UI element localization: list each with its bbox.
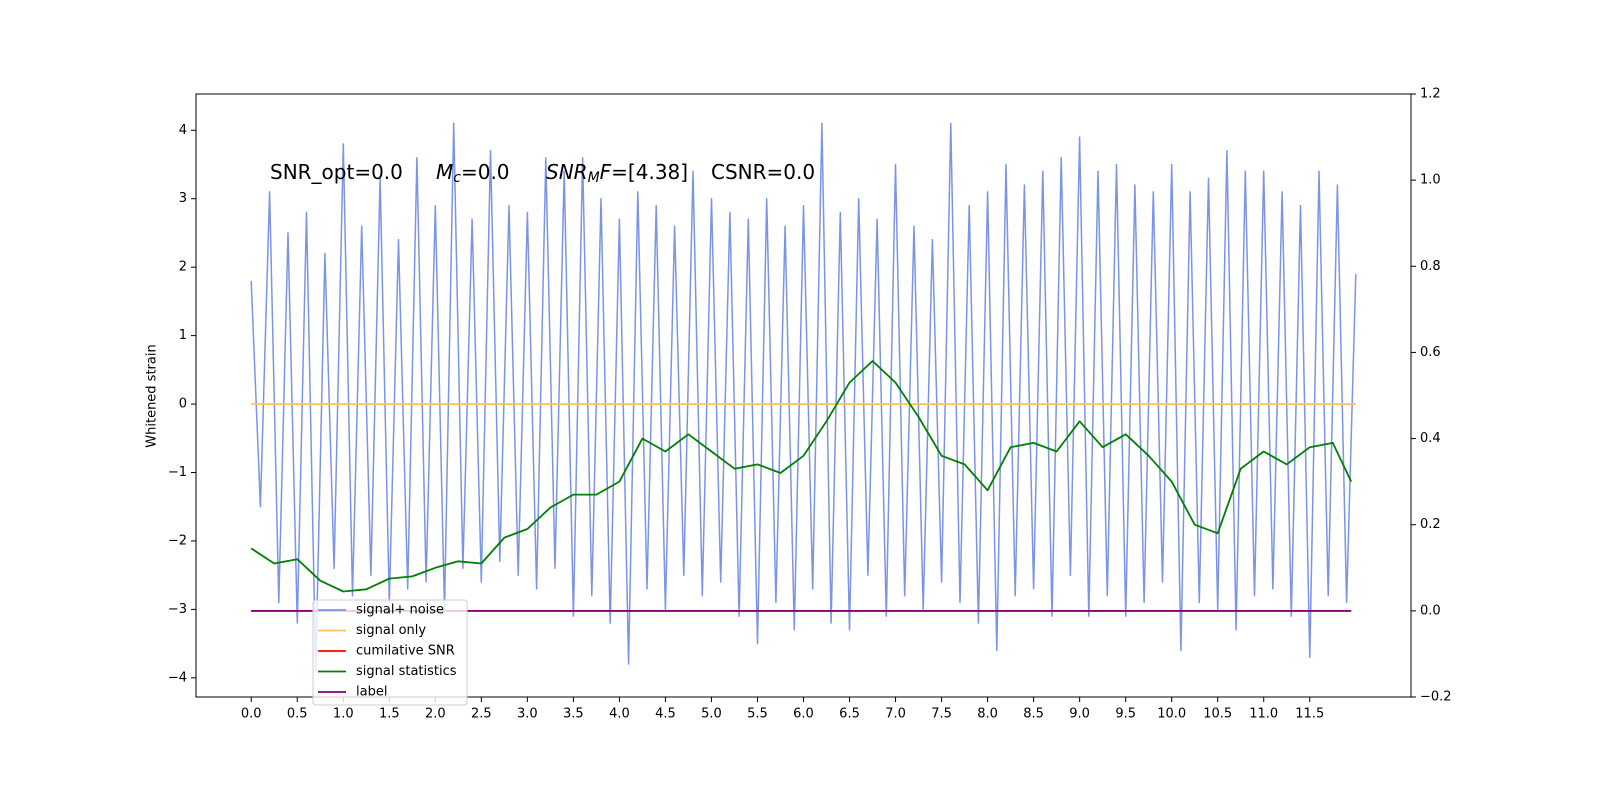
legend-box (312, 599, 468, 706)
legend-label: label (356, 685, 387, 700)
y2-tick-label: 1.2 (1420, 87, 1441, 102)
x-tick-label: 10.0 (1157, 707, 1186, 722)
y-tick-label: 2 (179, 260, 187, 275)
annotation: SNRMF=[4.38] (546, 160, 688, 187)
y-tick-label: 3 (179, 191, 187, 206)
y-tick-label: 1 (179, 328, 187, 343)
y2-tick-label: 0.4 (1420, 431, 1441, 446)
x-tick-label: 11.0 (1249, 707, 1278, 722)
annotation-part: M (436, 160, 453, 184)
annotation-part: M (588, 170, 600, 186)
y-tick-label: −3 (168, 602, 187, 617)
y-axis-label: Whitened strain (145, 344, 160, 447)
annotation-part: CSNR=0.0 (711, 160, 815, 184)
annotation-part: F (600, 160, 612, 184)
x-tick-label: 6.5 (839, 707, 860, 722)
x-tick-label: 6.0 (793, 707, 814, 722)
annotation-part: c (453, 170, 461, 186)
x-tick-label: 7.5 (931, 707, 952, 722)
annotation-part: =0.0 (461, 160, 510, 184)
y2-tick-label: 1.0 (1420, 173, 1441, 188)
annotation: Mc=0.0 (436, 160, 510, 187)
x-tick-label: 5.5 (747, 707, 768, 722)
x-tick-label: 3.5 (563, 707, 584, 722)
x-tick-label: 5.0 (701, 707, 722, 722)
x-tick-label: 2.0 (425, 707, 446, 722)
annotation: CSNR=0.0 (711, 160, 815, 184)
x-tick-label: 9.0 (1069, 707, 1090, 722)
annotation: SNR_opt=0.0 (270, 160, 403, 184)
y2-tick-label: 0.0 (1420, 603, 1441, 618)
y-tick-label: −1 (168, 465, 187, 480)
series-line (250, 360, 1353, 593)
legend-label: signal statistics (356, 664, 457, 679)
x-tick-label: 0.5 (287, 707, 308, 722)
y2-tick-label: −0.2 (1420, 690, 1452, 705)
series-line (250, 122, 1357, 672)
x-tick-label: 4.5 (655, 707, 676, 722)
x-tick-label: 11.5 (1295, 707, 1324, 722)
y-tick-label: 4 (179, 123, 187, 138)
x-tick-label: 0.0 (241, 707, 262, 722)
x-tick-label: 10.5 (1203, 707, 1232, 722)
annotation-part: SNR_opt=0.0 (270, 160, 403, 184)
x-tick-label: 1.0 (333, 707, 354, 722)
y2-tick-label: 0.8 (1420, 259, 1441, 274)
y-tick-label: −4 (168, 670, 187, 685)
x-tick-label: 4.0 (609, 707, 630, 722)
x-tick-label: 8.0 (977, 707, 998, 722)
y2-tick-label: 0.6 (1420, 345, 1441, 360)
legend-label: cumilative SNR (356, 644, 455, 659)
y2-tick-label: 0.2 (1420, 517, 1441, 532)
x-tick-label: 7.0 (885, 707, 906, 722)
x-tick-label: 8.5 (1023, 707, 1044, 722)
x-tick-label: 2.5 (471, 707, 492, 722)
y-tick-label: 0 (179, 397, 187, 412)
legend-label: signal only (356, 623, 426, 638)
x-tick-label: 3.0 (517, 707, 538, 722)
y-tick-label: −2 (168, 533, 187, 548)
x-tick-label: 9.5 (1115, 707, 1136, 722)
x-tick-label: 1.5 (379, 707, 400, 722)
annotation-part: =[4.38] (611, 160, 688, 184)
legend-label: signal+ noise (356, 603, 444, 618)
annotation-part: SNR (546, 160, 588, 184)
